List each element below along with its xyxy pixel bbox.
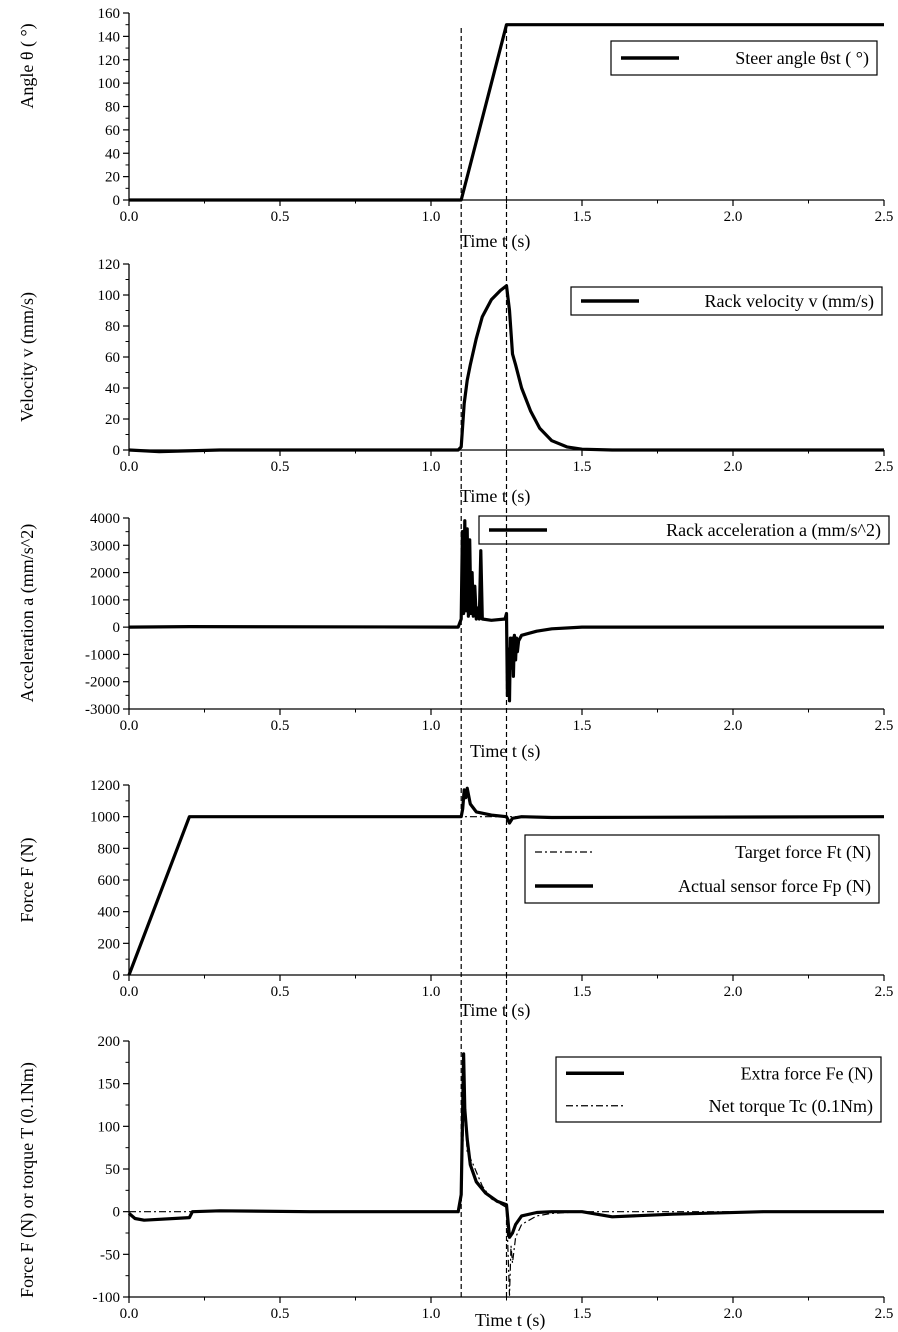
legend-box: [524, 834, 880, 904]
chart-panel-3: 0.0 0.5 1.0 1.5 2.0 2.5 -3000 -2000 -1000 0 1000 20…: [17, 511, 893, 762]
y-tick-label: 20: [105, 170, 120, 186]
chart-panel-4: 0.0 0.5 1.0 1.5 2.0 2.5 0 200 400 600 800 1000 1200 T…: [17, 778, 893, 1021]
y-axis-title: Velocity v (mm/s): [17, 292, 38, 422]
x-tick-label: 0.5: [271, 718, 290, 734]
x-axis-title: Time t (s): [460, 231, 530, 252]
y-tick-label: 0: [113, 193, 121, 209]
y-tick-label: 140: [98, 29, 121, 45]
y-tick-label: 200: [98, 1034, 121, 1050]
x-tick-label: 2.0: [724, 209, 743, 225]
y-tick-label: 20: [105, 412, 120, 428]
y-tick-label: 4000: [90, 511, 120, 527]
x-tick-label: 1.0: [422, 209, 441, 225]
y-axis-title: Force F (N) or torque T (0.1Nm): [17, 1062, 38, 1298]
y-tick-label: 40: [105, 381, 120, 397]
y-tick-label: 0: [113, 1205, 121, 1221]
series-line: [128, 519, 884, 703]
x-tick-label: 0.5: [271, 459, 290, 475]
x-tick-label: 0.0: [120, 1306, 139, 1322]
x-axis-title: Time t (s): [475, 1310, 545, 1331]
y-tick-label: 100: [98, 76, 121, 92]
x-tick-label: 1.5: [573, 209, 592, 225]
x-tick-label: 0.0: [120, 459, 139, 475]
chart-panel-2: 0.0 0.5 1.0 1.5 2.0 2.5 0 20 40 60 80 100 120 Time t …: [17, 257, 893, 507]
y-tick-label: 120: [98, 53, 121, 69]
x-tick-label: 1.5: [573, 459, 592, 475]
y-tick-label: 100: [98, 1119, 121, 1135]
y-tick-label: 1000: [90, 593, 120, 609]
legend-label: Net torque Tc (0.1Nm): [709, 1096, 873, 1117]
y-tick-label: 400: [98, 905, 121, 921]
x-tick-label: 2.5: [875, 718, 894, 734]
series-line: [129, 23, 884, 202]
y-tick-label: 2000: [90, 566, 120, 582]
x-tick-label: 1.0: [422, 984, 441, 1000]
x-tick-label: 2.0: [724, 984, 743, 1000]
x-tick-label: 0.0: [120, 718, 139, 734]
x-tick-label: 2.5: [875, 459, 894, 475]
legend-box: [478, 515, 890, 545]
y-tick-label: 60: [105, 350, 120, 366]
y-tick-label: 80: [105, 319, 120, 335]
y-axis-title: Force F (N): [17, 838, 38, 923]
y-tick-label: -100: [93, 1290, 121, 1306]
y-tick-label: 0: [113, 620, 121, 636]
series-line: [127, 786, 885, 976]
x-tick-label: 1.0: [422, 1306, 441, 1322]
y-axis-title: Acceleration a (mm/s^2): [17, 524, 38, 702]
x-tick-label: 2.0: [724, 718, 743, 734]
y-tick-label: 1200: [90, 778, 120, 794]
x-tick-label: 1.0: [422, 718, 441, 734]
y-tick-label: 0: [113, 443, 121, 459]
x-tick-label: 0.5: [271, 209, 290, 225]
y-tick-label: 80: [105, 100, 120, 116]
y-tick-label: 50: [105, 1162, 120, 1178]
y-tick-label: 0: [113, 968, 121, 984]
x-tick-label: 1.5: [573, 984, 592, 1000]
legend-label: Steer angle θst ( °): [735, 48, 869, 69]
y-tick-label: 800: [98, 841, 121, 857]
legend-label: Actual sensor force Fp (N): [678, 876, 871, 897]
y-tick-label: 600: [98, 873, 121, 889]
legend-label: Target force Ft (N): [735, 842, 871, 863]
legend-label: Rack acceleration a (mm/s^2): [666, 520, 881, 541]
legend-label: Rack velocity v (mm/s): [705, 291, 874, 312]
y-tick-label: -3000: [85, 702, 120, 718]
y-tick-label: 150: [98, 1077, 121, 1093]
x-tick-label: 1.0: [422, 459, 441, 475]
x-tick-label: 2.0: [724, 1306, 743, 1322]
y-tick-label: 40: [105, 146, 120, 162]
x-tick-label: 2.5: [875, 209, 894, 225]
y-tick-label: 160: [98, 6, 121, 22]
x-tick-label: 1.5: [573, 1306, 592, 1322]
x-tick-label: 0.0: [120, 984, 139, 1000]
x-tick-label: 0.0: [120, 209, 139, 225]
y-tick-label: -50: [100, 1247, 120, 1263]
legend-label: Extra force Fe (N): [741, 1063, 873, 1084]
x-axis-title: Time t (s): [470, 741, 540, 762]
y-tick-label: 60: [105, 123, 120, 139]
x-axis-title: Time t (s): [460, 1000, 530, 1021]
x-tick-label: 0.5: [271, 984, 290, 1000]
y-axis-title: Angle θ ( °): [17, 23, 38, 108]
legend-box: [555, 1056, 882, 1123]
y-tick-label: -1000: [85, 647, 120, 663]
x-tick-label: 1.5: [573, 718, 592, 734]
x-tick-label: 2.0: [724, 459, 743, 475]
y-tick-label: 100: [98, 288, 121, 304]
x-tick-label: 0.5: [271, 1306, 290, 1322]
chart-panel-1: 0.0 0.5 1.0 1.5 2.0 2.5 0 20 40 60 80 100 120 140 160 T…: [17, 6, 893, 252]
y-tick-label: 200: [98, 936, 121, 952]
y-tick-label: 3000: [90, 538, 120, 554]
x-tick-label: 2.5: [875, 1306, 894, 1322]
x-tick-label: 2.5: [875, 984, 894, 1000]
y-tick-label: 120: [98, 257, 121, 273]
y-tick-label: -2000: [85, 675, 120, 691]
y-tick-label: 1000: [90, 810, 120, 826]
chart-panel-5: 0.0 0.5 1.0 1.5 2.0 2.5 -100 -50 0 50 100 150 200 Tim…: [17, 1034, 893, 1331]
x-axis-title: Time t (s): [460, 486, 530, 507]
